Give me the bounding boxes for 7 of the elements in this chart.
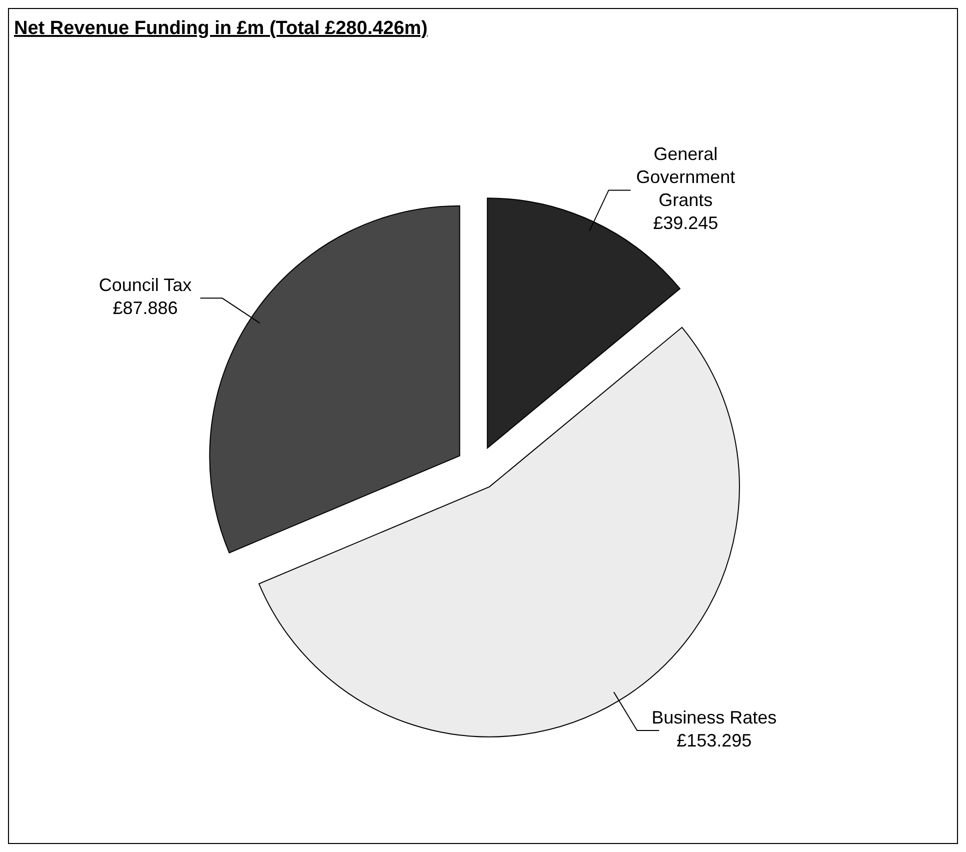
slice-label: Council Tax (98, 275, 192, 296)
data-label: £153.295 (676, 730, 752, 751)
data-label: £87.886 (112, 298, 178, 318)
chart-title: Net Revenue Funding in £m (Total £280.426m) (14, 18, 428, 39)
slice-label: General Government Grants (636, 144, 736, 210)
data-label: £39.245 (653, 213, 718, 234)
slice-label: Business Rates (652, 708, 777, 728)
